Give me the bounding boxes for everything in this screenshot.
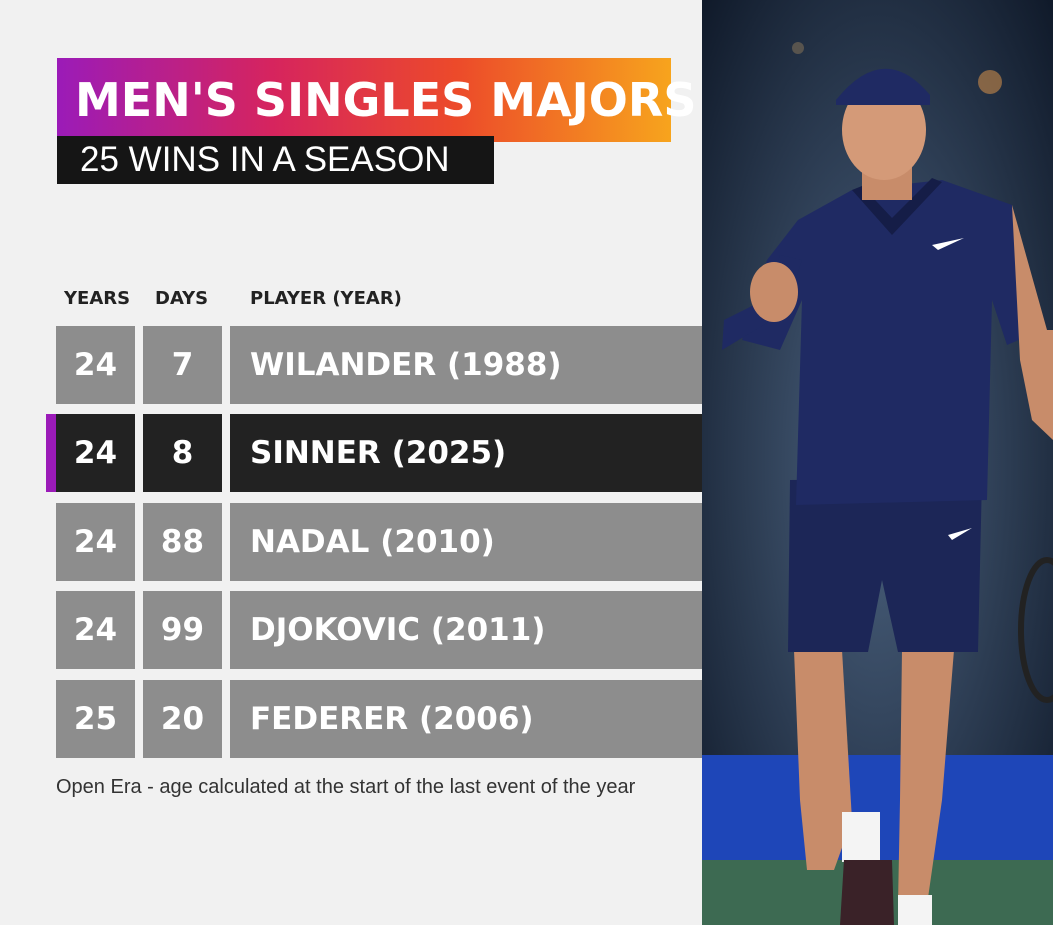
player-fist: [750, 262, 798, 322]
stats-panel: MEN'S SINGLES MAJORS 25 WINS IN A SEASON…: [0, 58, 702, 798]
table-row-highlighted: 24 8 SINNER (2025): [0, 414, 702, 492]
column-header-days: DAYS: [155, 288, 209, 309]
player-cell: FEDERER (2006): [230, 680, 702, 758]
sock: [898, 895, 932, 925]
table-row: 24 7 WILANDER (1988): [0, 326, 702, 404]
years-cell: 24: [56, 326, 135, 404]
tennis-racket: [1018, 557, 1053, 703]
years-cell: 25: [56, 680, 135, 758]
shirt-collar: [852, 178, 942, 235]
days-cell: 99: [143, 591, 222, 669]
table-row: 24 88 NADAL (2010): [0, 503, 702, 581]
player-cell: SINNER (2025): [230, 414, 702, 492]
subtitle-banner: [57, 136, 494, 184]
stadium-light: [978, 70, 1002, 94]
shoe: [840, 860, 894, 925]
player-shirt: [742, 180, 1042, 505]
years-cell: 24: [56, 414, 135, 492]
highlight-accent-bar: [46, 414, 56, 492]
days-cell: 7: [143, 326, 222, 404]
player-cap: [836, 68, 930, 105]
player-leg: [794, 650, 852, 870]
player-cell: DJOKOVIC (2011): [230, 591, 702, 669]
footnote: Open Era - age calculated at the start o…: [56, 776, 636, 798]
stadium-light: [792, 42, 804, 54]
days-cell: 20: [143, 680, 222, 758]
days-cell: 8: [143, 414, 222, 492]
years-cell: 24: [56, 591, 135, 669]
player-arm: [1012, 205, 1053, 440]
nike-logo-icon: [932, 238, 964, 250]
player-cell: WILANDER (1988): [230, 326, 702, 404]
years-cell: 24: [56, 503, 135, 581]
player-shorts: [788, 478, 982, 652]
page-title: MEN'S SINGLES MAJORS: [75, 73, 697, 127]
nike-logo-icon: [948, 528, 972, 540]
player-illustration: [702, 0, 1053, 925]
column-header-years: YEARS: [64, 288, 131, 309]
column-header-player: PLAYER (YEAR): [250, 288, 402, 309]
table-row: 25 20 FEDERER (2006): [0, 680, 702, 758]
sock: [842, 812, 880, 862]
player-cell: NADAL (2010): [230, 503, 702, 581]
days-cell: 88: [143, 503, 222, 581]
table-row: 24 99 DJOKOVIC (2011): [0, 591, 702, 669]
page-subtitle: 25 WINS IN A SEASON: [80, 140, 450, 179]
player-photo: [702, 0, 1053, 925]
player-leg: [898, 650, 954, 905]
title-banner: [57, 58, 671, 142]
